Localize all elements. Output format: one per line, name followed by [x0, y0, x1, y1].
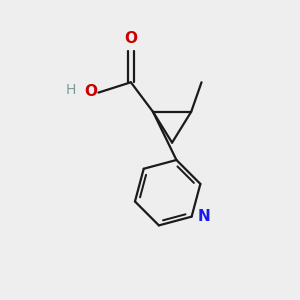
Text: H: H — [65, 82, 76, 97]
Text: N: N — [198, 209, 211, 224]
Text: O: O — [84, 84, 97, 99]
Text: O: O — [124, 31, 137, 46]
